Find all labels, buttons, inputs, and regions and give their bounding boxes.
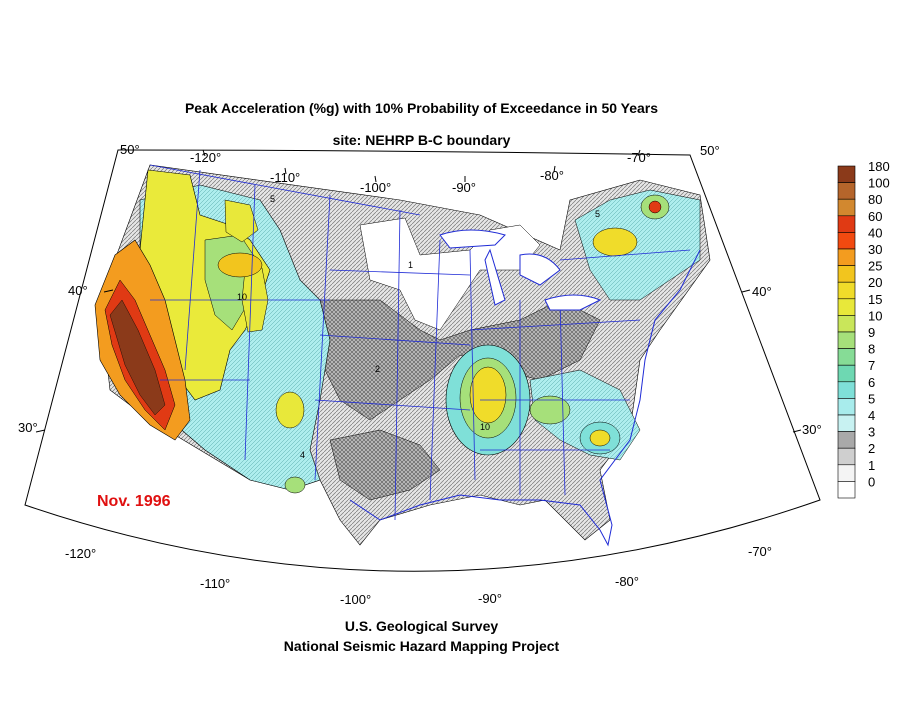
legend-label: 7: [868, 358, 875, 373]
zone-new-england-cyan: [574, 189, 701, 301]
longitude-labels-bottom: -120° -110° -100° -90° -80° -70°: [65, 544, 772, 607]
lon-label-bottom: -80°: [615, 574, 639, 589]
lon-label-bottom: -90°: [478, 591, 502, 606]
zone-yellowstone: [217, 252, 263, 278]
svg-text:2: 2: [375, 364, 380, 374]
legend-label: 40: [868, 225, 882, 240]
legend-label: 3: [868, 425, 875, 440]
svg-text:5: 5: [595, 209, 600, 219]
lat-label-right: 50°: [700, 143, 720, 158]
coastline: [349, 249, 701, 547]
lon-label-top: -100°: [360, 180, 391, 195]
legend-swatch: [837, 198, 856, 217]
lat-label-left: 50°: [120, 142, 140, 157]
legend-label: 60: [868, 209, 882, 224]
zone-quebec-core: [648, 200, 662, 214]
legend-swatch: [837, 431, 856, 449]
zone-california-brown: [109, 299, 166, 416]
zone-new-mexico: [275, 391, 305, 429]
map-subtitle: site: NEHRP B-C boundary: [332, 132, 511, 148]
lat-label-right: 40°: [752, 284, 772, 299]
legend-swatch: [837, 165, 856, 183]
legend-swatch: [837, 414, 856, 432]
legend-label: 5: [868, 391, 875, 406]
legend-swatch: [837, 398, 856, 416]
legend-label: 20: [868, 275, 882, 290]
hazard-layer: 1 2 10 5 10 5 4: [94, 164, 711, 547]
legend-swatch: [837, 331, 856, 349]
legend-swatch: [837, 364, 856, 383]
legend-label: 25: [868, 259, 882, 274]
lon-label-bottom: -110°: [200, 576, 230, 591]
lon-label-bottom: -120°: [65, 546, 96, 561]
legend-label: 10: [868, 308, 882, 323]
lat-label-left: 40°: [68, 283, 88, 298]
zone-new-madrid-core: [469, 366, 507, 424]
zone-rio-grande: [284, 476, 306, 494]
legend-label: 0: [868, 474, 875, 489]
zone-charleston-core: [589, 429, 611, 447]
legend-swatch: [837, 381, 856, 399]
legend-swatch: [837, 182, 856, 200]
lon-label-top: -90°: [452, 180, 476, 195]
contour-labels: 1 2 10 5 10 5 4: [237, 194, 600, 460]
legend-swatch: [837, 281, 856, 300]
lon-label-bottom: -100°: [340, 592, 371, 607]
legend-swatch: [837, 348, 856, 366]
footer-line-1: U.S. Geological Survey: [344, 618, 499, 634]
legend-label: 1: [868, 458, 875, 473]
legend-swatch: [837, 315, 856, 333]
zone-idaho: [224, 199, 259, 243]
legend-label: 100: [868, 176, 890, 191]
legend-swatch: [837, 447, 856, 466]
legend-label: 9: [868, 325, 875, 340]
lon-label-top: -70°: [627, 150, 651, 165]
lon-label-top: -120°: [190, 150, 221, 165]
lon-label-top: -80°: [540, 168, 564, 183]
legend-swatch: [837, 248, 856, 266]
svg-text:10: 10: [237, 292, 247, 302]
svg-text:1: 1: [408, 260, 413, 270]
lat-label-right: 30°: [802, 422, 822, 437]
legend-label: 4: [868, 408, 875, 423]
lon-label-bottom: -70°: [748, 544, 772, 559]
map-frame: [24, 149, 821, 572]
zone-gray-south: [329, 429, 441, 501]
legend-swatch: [837, 481, 856, 499]
legend-label: 80: [868, 192, 882, 207]
svg-text:4: 4: [300, 450, 305, 460]
legend-swatch: [837, 215, 856, 233]
footer-line-2: National Seismic Hazard Mapping Project: [283, 638, 560, 654]
legend-label: 8: [868, 342, 875, 357]
svg-text:5: 5: [270, 194, 275, 204]
lat-label-left: 30°: [18, 420, 38, 435]
legend-swatch: [837, 232, 856, 250]
lon-label-top: -110°: [270, 170, 300, 185]
great-lakes: [439, 229, 602, 311]
legend-swatch: [837, 265, 856, 283]
latitude-labels: 50° 40° 30° 50° 40° 30°: [18, 142, 822, 437]
svg-text:10: 10: [480, 422, 490, 432]
date-label: Nov. 1996: [97, 493, 171, 510]
legend-swatch: [837, 464, 856, 482]
legend-label: 6: [868, 375, 875, 390]
legend-label: 30: [868, 242, 882, 257]
legend-label: 2: [868, 441, 875, 456]
longitude-labels-top: -120° -110° -100° -90° -80° -70°: [190, 150, 651, 195]
map-title: Peak Acceleration (%g) with 10% Probabil…: [184, 100, 659, 116]
state-boundaries: [149, 164, 691, 521]
zone-tennessee: [529, 395, 571, 425]
legend-swatch: [837, 298, 856, 316]
legend-label: 15: [868, 292, 882, 307]
zone-gray-central: [319, 299, 601, 421]
legend-label: 180: [868, 159, 890, 174]
zone-adirondack: [592, 227, 638, 257]
frame-ticks: [35, 149, 802, 433]
